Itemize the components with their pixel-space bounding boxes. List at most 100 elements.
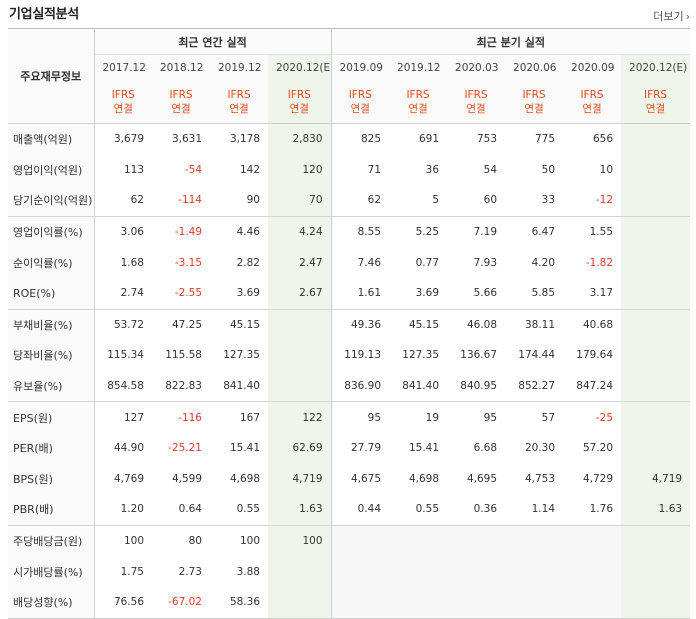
- basis-label: IFRS 연결: [152, 81, 210, 124]
- more-link[interactable]: 더보기 ›: [653, 8, 690, 24]
- basis-consolidated: 연결: [524, 103, 544, 115]
- basis-consolidated: 연결: [645, 103, 666, 115]
- basis-standard: IFRS: [111, 89, 135, 101]
- annual-value: 3.06: [94, 215, 152, 248]
- quarter-value: [330, 524, 390, 557]
- annual-value: 127: [94, 401, 152, 433]
- row-label: 영업이익(억원): [8, 154, 95, 186]
- annual-value: 76.56: [94, 586, 152, 619]
- annual-value: 58.36: [210, 586, 268, 619]
- quarter-period-5: 2020.12(E): [621, 54, 691, 81]
- quarter-value: [389, 524, 448, 557]
- quarter-value: [621, 247, 691, 278]
- annual-period-3: 2020.12(E): [268, 54, 332, 81]
- quarter-value: 57: [505, 401, 564, 433]
- basis-consolidated: 연결: [171, 103, 191, 115]
- more-label: 더보기: [653, 10, 684, 23]
- quarter-value: [330, 586, 390, 619]
- basis-label: IFRS 연결: [621, 81, 691, 124]
- quarter-period-2: 2020.03: [447, 54, 506, 81]
- quarter-value: 36: [425, 163, 440, 176]
- quarter-value: 50: [541, 163, 556, 176]
- quarter-value: [621, 277, 691, 310]
- annual-value: [268, 308, 332, 341]
- annual-value: 2.67: [268, 277, 332, 310]
- basis-standard: IFRS: [406, 89, 430, 101]
- quarter-value: 1.14: [531, 503, 556, 516]
- annual-value: 4.46: [210, 215, 268, 248]
- row-label: ROE(%): [8, 277, 95, 310]
- basis-consolidated: 연결: [113, 103, 133, 115]
- corner-label: 주요재무정보: [8, 28, 95, 124]
- quarter-value: [389, 586, 448, 619]
- quarter-value: 841.40: [402, 380, 440, 393]
- quarter-value: 136.67: [460, 349, 498, 362]
- quarter-value: 20.30: [524, 442, 556, 455]
- row-label: 당좌비율(%): [8, 340, 95, 371]
- annual-value: 1.63: [268, 494, 332, 526]
- quarter-value: 4,695: [466, 472, 498, 485]
- annual-value: 44.90: [113, 442, 144, 455]
- quarter-value: [505, 524, 564, 557]
- annual-period-1: 2018.12: [152, 54, 210, 81]
- annual-value: 2.73: [178, 565, 202, 578]
- quarter-value: [447, 586, 506, 619]
- annual-value: 100: [94, 524, 152, 557]
- basis-label: IFRS 연결: [330, 81, 390, 124]
- quarter-value: 95: [330, 401, 390, 433]
- annual-value: 53.72: [94, 308, 152, 341]
- basis-label: IFRS 연결: [389, 81, 448, 124]
- quarter-value: 174.44: [518, 349, 556, 362]
- table-row: PBR(배) 1.20 0.64 0.55 1.63 0.44 0.55 0.36 1.14 1.…: [8, 494, 691, 526]
- annual-value: 15.41: [229, 442, 260, 455]
- section-header: 기업실적분석 더보기 ›: [0, 0, 696, 28]
- quarter-value: 847.24: [576, 380, 614, 393]
- annual-value: 2.82: [236, 256, 260, 269]
- table-row: EPS(원) 127 -116 167 122 95 19 95 57 -25: [8, 401, 691, 433]
- quarter-value: 1.76: [589, 503, 614, 516]
- annual-value: 0.64: [178, 503, 202, 516]
- quarter-value: 62: [330, 185, 390, 217]
- quarter-value: [621, 308, 691, 341]
- quarter-value: 5.66: [473, 287, 498, 300]
- quarter-value: 71: [330, 154, 390, 186]
- annual-value: -2.55: [174, 287, 202, 300]
- annual-value: 0.55: [236, 503, 260, 516]
- quarter-value: [563, 586, 622, 619]
- quarter-value: 656: [563, 122, 622, 155]
- quarter-value: 4,729: [582, 472, 614, 485]
- table-row: 배당성향(%) 76.56 -67.02 58.36: [8, 586, 691, 619]
- annual-header: 최근 연간 실적: [94, 28, 332, 55]
- quarter-value: 0.55: [415, 503, 440, 516]
- quarter-value: [621, 154, 691, 186]
- quarter-value: 4.20: [531, 256, 556, 269]
- quarter-value: [505, 556, 564, 587]
- annual-value: 1.20: [120, 503, 144, 516]
- annual-value: 142: [239, 163, 260, 176]
- annual-value: 3,178: [210, 122, 268, 155]
- annual-value: -54: [184, 163, 202, 176]
- quarter-value: 40.68: [563, 308, 622, 341]
- table-row: 유보율(%) 854.58 822.83 841.40 836.90 841.40 840.…: [8, 370, 691, 402]
- quarter-period-0: 2019.09: [330, 54, 390, 81]
- basis-standard: IFRS: [522, 89, 546, 101]
- row-label: 주당배당금(원): [8, 524, 95, 557]
- row-label: 부채비율(%): [8, 308, 95, 341]
- quarter-value: 19: [389, 401, 448, 433]
- quarter-value: 4,753: [524, 472, 556, 485]
- annual-value: 115.58: [165, 349, 202, 362]
- annual-value: -67.02: [152, 586, 210, 619]
- quarter-value: 5.25: [389, 215, 448, 248]
- table-row: ROE(%) 2.74 -2.55 3.69 2.67 1.61 3.69 5.66 5.85 3…: [8, 277, 691, 310]
- quarter-value: 4,719: [621, 463, 691, 495]
- quarter-value: [621, 432, 691, 464]
- annual-value: 2.47: [268, 247, 332, 278]
- row-label: 배당성향(%): [8, 586, 95, 619]
- quarter-value: [621, 401, 691, 433]
- quarter-value: 7.93: [473, 256, 498, 269]
- quarter-value: 825: [330, 122, 390, 155]
- table-row: BPS(원) 4,769 4,599 4,698 4,719 4,675 4,698 4,69…: [8, 463, 691, 495]
- quarter-value: 6.47: [505, 215, 564, 248]
- quarter-value: 15.41: [408, 442, 440, 455]
- financial-summary-table: 주요재무정보 최근 연간 실적 최근 분기 실적 2017.12 2018.12 2…: [8, 28, 691, 619]
